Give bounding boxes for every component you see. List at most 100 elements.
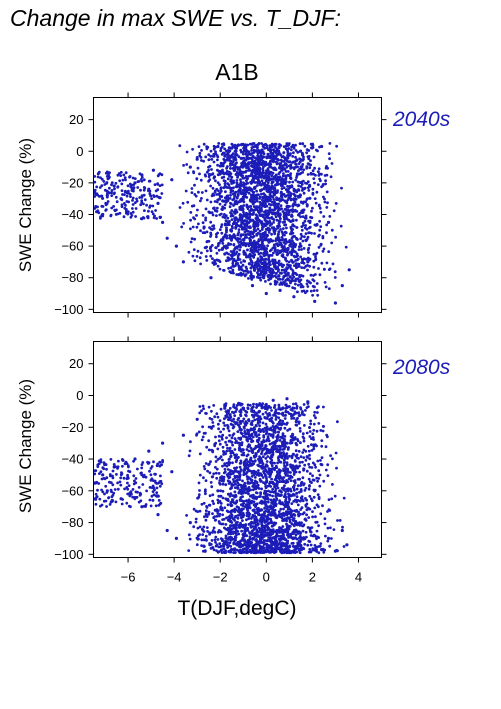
scatter-point — [119, 197, 123, 201]
scatter-point — [263, 183, 267, 187]
scatter-point — [233, 195, 236, 199]
scatter-point — [307, 162, 311, 166]
scatter-point — [256, 227, 260, 231]
scatter-point — [320, 439, 324, 442]
scatter-point — [325, 206, 329, 209]
scatter-point — [257, 238, 261, 242]
scatter-point — [247, 277, 250, 280]
scatter-point — [271, 171, 275, 175]
scatter-point — [236, 245, 240, 249]
scatter-point — [212, 404, 216, 407]
scatter-point — [114, 213, 118, 216]
scatter-point — [273, 243, 276, 247]
scatter-point — [270, 174, 274, 178]
scatter-point — [287, 218, 290, 222]
scatter-point — [108, 186, 111, 190]
scatter-point — [258, 276, 262, 280]
scatter-point — [210, 418, 214, 421]
scatter-point — [241, 162, 245, 166]
scatter-point — [140, 176, 144, 179]
scatter-point — [215, 412, 219, 416]
scatter-point — [325, 173, 329, 177]
scatter-point — [218, 514, 221, 518]
scatter-point — [261, 402, 264, 406]
scatter-point — [237, 455, 240, 459]
scatter-point — [207, 158, 211, 162]
scatter-point — [318, 273, 322, 277]
scatter-point — [213, 508, 217, 512]
scatter-point — [225, 443, 229, 447]
scatter-point — [289, 264, 292, 267]
scatter-point — [239, 187, 242, 191]
scatter-point — [96, 193, 99, 197]
scatter-point — [266, 152, 270, 156]
scatter-point — [302, 403, 306, 406]
scatter-point — [105, 193, 109, 198]
scatter-point — [187, 533, 191, 537]
scatter-point — [265, 155, 269, 159]
scatter-point — [247, 191, 251, 195]
scatter-point — [289, 198, 293, 202]
scatter-point — [251, 164, 255, 168]
scatter-point — [313, 223, 317, 227]
scatter-point — [310, 216, 314, 220]
scatter-point — [211, 257, 214, 260]
scatter-point — [246, 143, 250, 147]
scatter-point — [271, 258, 275, 262]
scatter-point — [299, 455, 303, 459]
scatter-point — [284, 162, 287, 165]
scatter-point — [305, 282, 309, 286]
scatter-point — [303, 144, 307, 148]
scatter-point — [110, 206, 114, 210]
scatter-point — [284, 200, 288, 204]
scatter-point — [294, 420, 298, 424]
scatter-point — [126, 481, 129, 485]
panel-2040s-points — [93, 142, 351, 305]
scatter-point — [221, 242, 225, 245]
scatter-point — [111, 469, 115, 473]
scatter-point — [276, 249, 280, 252]
scatter-point — [195, 157, 199, 161]
scatter-point — [291, 544, 295, 548]
scatter-point — [340, 186, 343, 190]
scatter-point — [299, 185, 303, 188]
scatter-point — [115, 473, 118, 476]
scatter-point — [302, 168, 306, 172]
scatter-point — [262, 448, 265, 451]
scatter-point — [110, 183, 113, 187]
scatter-point — [273, 461, 276, 465]
scatter-point — [328, 544, 332, 548]
scatter-point — [152, 460, 155, 464]
scatter-point — [131, 176, 135, 180]
scatter-point — [236, 233, 240, 237]
scatter-point — [185, 514, 189, 517]
scatter-point — [272, 406, 276, 409]
scatter-point — [209, 149, 213, 153]
scatter-point — [116, 185, 120, 189]
scatter-point — [258, 160, 262, 164]
scatter-point — [286, 148, 289, 152]
scatter-point — [320, 261, 324, 265]
scatter-point — [312, 252, 316, 256]
scatter-point — [124, 178, 127, 182]
scatter-point — [95, 185, 99, 189]
scatter-point — [186, 171, 190, 175]
scatter-point — [280, 159, 284, 163]
scatter-point — [300, 228, 304, 232]
scatter-point — [320, 456, 324, 459]
scatter-point — [304, 291, 307, 295]
scatter-point — [208, 543, 212, 547]
scatter-point — [155, 217, 159, 220]
scatter-point — [312, 279, 316, 283]
scatter-point — [312, 428, 316, 432]
scatter-point — [241, 263, 245, 267]
scatter-point — [277, 412, 281, 415]
scatter-point — [245, 179, 248, 183]
scatter-point — [251, 218, 255, 222]
scatter-point — [318, 473, 322, 477]
scatter-point — [219, 225, 223, 229]
scatter-point — [212, 502, 216, 505]
scatter-point — [204, 534, 208, 538]
scatter-point — [279, 198, 283, 202]
scatter-point — [271, 226, 275, 230]
